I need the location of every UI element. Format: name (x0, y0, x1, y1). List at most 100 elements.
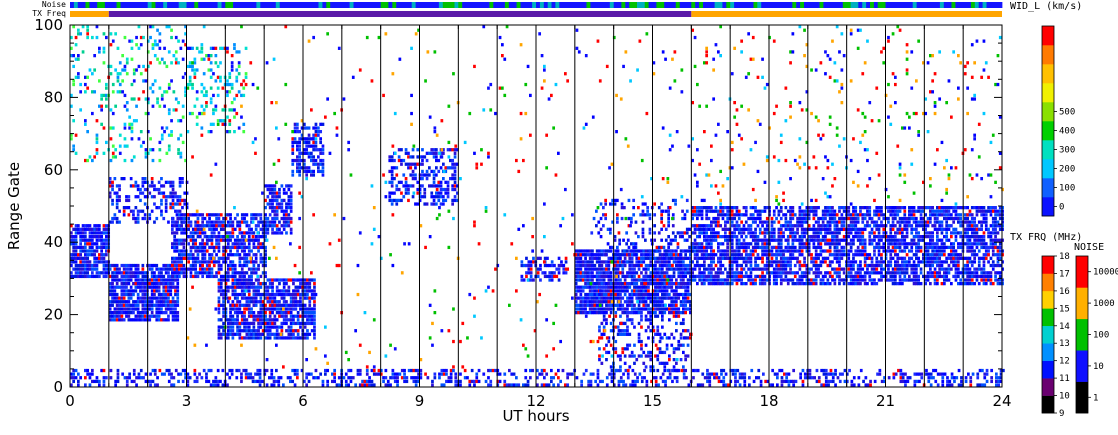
data-cell (81, 245, 85, 250)
noise-bar-segment (349, 2, 354, 8)
data-cell (707, 263, 711, 268)
data-cell (163, 46, 166, 50)
data-cell (642, 292, 646, 297)
data-cell (313, 332, 316, 336)
data-cell (777, 253, 781, 257)
noise-bar-segment (765, 2, 770, 8)
data-cell (656, 354, 660, 358)
data-cell (724, 235, 727, 239)
data-cell (266, 224, 270, 228)
data-cell (765, 227, 769, 231)
data-cell (217, 325, 221, 329)
data-cell (705, 213, 709, 217)
data-cell (710, 220, 713, 224)
data-cell (208, 238, 211, 242)
data-cell (95, 267, 99, 271)
data-cell (598, 329, 601, 333)
noise-bar-segment (303, 2, 308, 8)
data-cell (157, 285, 161, 289)
data-cell (560, 263, 563, 268)
data-cell (243, 216, 246, 221)
data-cell (219, 285, 223, 289)
data-cell (294, 336, 298, 340)
data-cell (779, 235, 783, 239)
data-cell (221, 119, 225, 123)
data-cell (700, 249, 704, 253)
data-cell (100, 242, 104, 246)
data-cell (128, 122, 132, 126)
data-cell (705, 216, 709, 221)
data-cell (278, 325, 281, 329)
data-cell (261, 256, 265, 260)
data-cell (292, 292, 295, 297)
data-cell (605, 260, 608, 264)
data-cell (231, 318, 235, 322)
data-cell (593, 256, 597, 260)
data-cell (123, 93, 127, 98)
data-cell (630, 292, 634, 297)
data-cell (784, 206, 788, 210)
data-cell (108, 267, 112, 271)
data-cell (770, 256, 774, 260)
data-cell (660, 227, 664, 231)
data-cell (390, 173, 394, 177)
data-cell (285, 213, 288, 217)
data-cell (193, 75, 197, 79)
data-cell (115, 285, 119, 289)
data-cell (233, 321, 237, 326)
data-cell (287, 285, 291, 289)
data-cell (564, 256, 568, 260)
data-cell (95, 137, 99, 141)
noise-bar-segment (780, 2, 785, 8)
data-cell (744, 249, 748, 253)
data-cell (156, 43, 159, 47)
data-cell (619, 278, 622, 282)
data-cell (226, 336, 230, 340)
data-cell (784, 224, 788, 228)
data-cell (291, 151, 295, 155)
data-cell (162, 274, 166, 279)
data-cell (621, 303, 625, 307)
data-cell (730, 282, 734, 286)
data-cell (238, 271, 242, 275)
data-cell (222, 220, 225, 224)
data-cell (111, 314, 114, 318)
data-cell (574, 303, 578, 307)
noise-bar-segment (93, 2, 98, 8)
data-cell (229, 321, 232, 326)
data-cell (236, 325, 239, 329)
data-cell (120, 300, 124, 304)
data-cell (665, 343, 669, 347)
data-cell (245, 307, 249, 311)
data-cell (184, 158, 187, 163)
noise-bar-segment (967, 2, 972, 8)
data-cell (205, 274, 209, 279)
data-cell (236, 285, 239, 289)
data-cell (651, 325, 655, 329)
data-cell (275, 198, 279, 203)
data-cell (257, 220, 260, 224)
data-cell (212, 235, 216, 239)
data-cell (613, 198, 617, 203)
data-cell (236, 213, 239, 217)
data-cell (798, 282, 802, 286)
data-cell (669, 238, 673, 242)
data-cell (742, 206, 746, 210)
data-cell (654, 307, 657, 311)
data-cell (627, 216, 631, 221)
data-cell (240, 115, 243, 119)
data-cell (303, 148, 306, 152)
data-cell (285, 209, 288, 213)
data-cell (721, 253, 725, 257)
data-cell (656, 303, 660, 307)
data-cell (219, 238, 223, 242)
data-cell (201, 271, 205, 275)
data-cell (726, 213, 730, 217)
data-cell (158, 61, 162, 65)
data-cell (100, 260, 104, 264)
data-cell (661, 285, 664, 289)
data-cell (740, 256, 744, 260)
data-cell (108, 177, 112, 181)
data-cell (640, 285, 643, 289)
data-cell (306, 278, 309, 282)
